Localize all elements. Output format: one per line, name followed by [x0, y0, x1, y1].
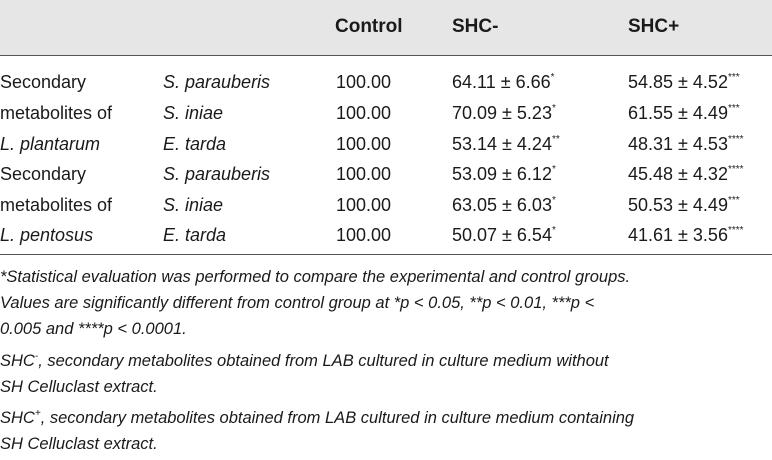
- control-cell: 100.00: [336, 163, 391, 185]
- significance-marker: *: [551, 103, 556, 114]
- group-label-value: metabolites of: [0, 195, 113, 215]
- control-cell-value: 100.00: [336, 225, 392, 245]
- footnote-statistics-line-1: *Statistical evaluation was performed to…: [0, 268, 631, 286]
- significance-marker: ***: [727, 103, 740, 114]
- shc-minus-cell-value: 53.09 ± 6.12: [452, 164, 552, 184]
- organism-cell-value: S. iniae: [163, 195, 224, 215]
- group-label: Secondary: [0, 163, 86, 185]
- significance-marker: ****: [727, 164, 744, 175]
- group-label: L. pentosus: [0, 224, 93, 246]
- header-divider: [0, 55, 772, 56]
- significance-marker: *: [550, 72, 555, 83]
- group-label: metabolites of: [0, 102, 112, 124]
- table-bottom-rule: [0, 254, 772, 255]
- footnote-shc-plus-line-1: SHC+, secondary metabolites obtained fro…: [0, 406, 772, 430]
- group-label: L. plantarum: [0, 133, 100, 155]
- organism-cell-value: E. tarda: [163, 225, 227, 245]
- shc-minus-cell-value: 70.09 ± 5.23: [452, 103, 552, 123]
- significance-marker: ****: [727, 225, 744, 236]
- footnote-shc-minus-sup: -: [34, 350, 39, 362]
- organism-cell: E. tarda: [163, 224, 226, 246]
- group-label: metabolites of: [0, 194, 112, 216]
- significance-marker: ***: [727, 195, 740, 206]
- footnote-shc-minus-text: , secondary metabolites obtained from LA…: [38, 352, 609, 370]
- footnote-shc-minus-line-2: SH Celluclast extract.: [0, 378, 158, 396]
- shc-plus-cell-value: 41.61 ± 3.56: [628, 225, 728, 245]
- significance-marker: ****: [727, 134, 744, 145]
- shc-minus-cell-value: 50.07 ± 6.54: [452, 225, 552, 245]
- control-cell: 100.00: [336, 102, 391, 124]
- organism-cell-value: S. parauberis: [163, 72, 271, 92]
- footnote-shc-plus-text: , secondary metabolites obtained from LA…: [40, 409, 635, 427]
- shc-plus-cell-value: 54.85 ± 4.52: [628, 72, 728, 92]
- footnote-shc-plus-label: SHC: [0, 409, 35, 427]
- significance-marker: ***: [727, 72, 740, 83]
- shc-plus-cell: 48.31 ± 4.53****: [628, 133, 744, 155]
- control-cell: 100.00: [336, 133, 391, 155]
- footnote-shc-plus-sup: +: [34, 407, 41, 419]
- group-label-value: Secondary: [0, 164, 87, 184]
- organism-cell-value: S. parauberis: [163, 164, 271, 184]
- control-cell-value: 100.00: [336, 134, 392, 154]
- shc-plus-cell-value: 61.55 ± 4.49: [628, 103, 728, 123]
- control-cell: 100.00: [336, 71, 391, 93]
- table-header-band: [0, 0, 772, 55]
- shc-plus-cell: 41.61 ± 3.56****: [628, 224, 744, 246]
- shc-minus-cell-value: 64.11 ± 6.66: [452, 72, 551, 92]
- shc-plus-cell: 50.53 ± 4.49***: [628, 194, 740, 216]
- header-shc-minus: SHC-: [452, 16, 499, 37]
- control-cell: 100.00: [336, 194, 391, 216]
- organism-cell: E. tarda: [163, 133, 226, 155]
- shc-plus-cell-value: 48.31 ± 4.53: [628, 134, 728, 154]
- shc-minus-cell-value: 53.14 ± 4.24: [452, 134, 552, 154]
- shc-minus-cell: 53.09 ± 6.12*: [452, 163, 556, 185]
- organism-cell-value: S. iniae: [163, 103, 224, 123]
- control-cell: 100.00: [336, 224, 391, 246]
- group-label: Secondary: [0, 71, 86, 93]
- shc-plus-cell-value: 50.53 ± 4.49: [628, 195, 728, 215]
- shc-minus-cell-value: 63.05 ± 6.03: [452, 195, 552, 215]
- shc-plus-cell: 54.85 ± 4.52***: [628, 71, 740, 93]
- shc-minus-cell: 64.11 ± 6.66*: [452, 71, 555, 93]
- significance-marker: **: [551, 134, 560, 145]
- footnote-statistics-line-2: Values are significantly different from …: [0, 294, 595, 312]
- shc-plus-cell: 61.55 ± 4.49***: [628, 102, 740, 124]
- header-shc-plus: SHC+: [628, 16, 680, 37]
- organism-cell: S. iniae: [163, 194, 223, 216]
- control-cell-value: 100.00: [336, 103, 392, 123]
- footnote-statistics-line-3: 0.005 and ****p < 0.0001.: [0, 320, 187, 338]
- header-control: Control: [335, 16, 403, 37]
- organism-cell: S. iniae: [163, 102, 223, 124]
- organism-cell: S. parauberis: [163, 163, 270, 185]
- shc-minus-cell: 70.09 ± 5.23*: [452, 102, 556, 124]
- control-cell-value: 100.00: [336, 164, 392, 184]
- shc-minus-cell: 63.05 ± 6.03*: [452, 194, 556, 216]
- footnote-shc-minus-label: SHC: [0, 352, 35, 370]
- shc-minus-cell: 53.14 ± 4.24**: [452, 133, 560, 155]
- footnote-shc-plus-line-2: SH Celluclast extract.: [0, 435, 158, 453]
- footnote-shc-minus-line-1: SHC-, secondary metabolites obtained fro…: [0, 349, 772, 373]
- significance-marker: *: [551, 164, 556, 175]
- organism-cell: S. parauberis: [163, 71, 270, 93]
- shc-plus-cell-value: 45.48 ± 4.32: [628, 164, 728, 184]
- significance-marker: *: [551, 225, 556, 236]
- group-label-value: L. pentosus: [0, 225, 94, 245]
- significance-marker: *: [551, 195, 556, 206]
- shc-plus-cell: 45.48 ± 4.32****: [628, 163, 744, 185]
- control-cell-value: 100.00: [336, 195, 392, 215]
- control-cell-value: 100.00: [336, 72, 392, 92]
- group-label-value: Secondary: [0, 72, 87, 92]
- organism-cell-value: E. tarda: [163, 134, 227, 154]
- group-label-value: L. plantarum: [0, 134, 101, 154]
- group-label-value: metabolites of: [0, 103, 113, 123]
- shc-minus-cell: 50.07 ± 6.54*: [452, 224, 556, 246]
